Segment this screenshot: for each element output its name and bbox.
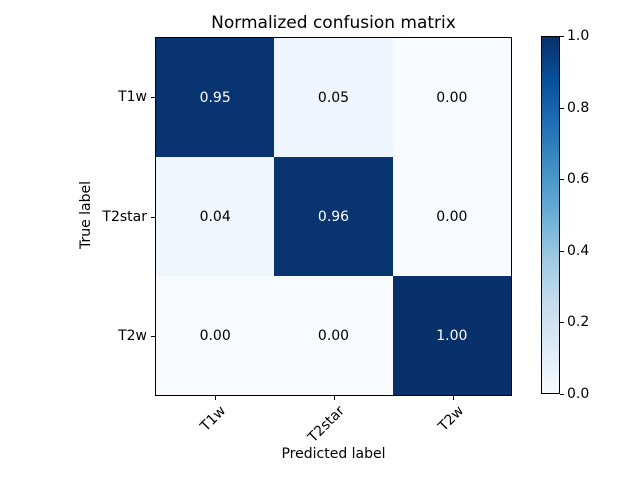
colorbar-tick-label: 0.0 xyxy=(567,386,590,402)
matrix-cell: 0.00 xyxy=(156,276,275,395)
tick-mark xyxy=(333,396,335,400)
matrix-cell: 0.96 xyxy=(274,157,393,276)
colorbar-tick-label: 0.6 xyxy=(567,171,590,188)
y-tick-label: T1w xyxy=(118,88,147,105)
x-tick-label: T2star xyxy=(304,403,348,446)
colorbar xyxy=(541,36,560,394)
colorbar-tick-label: 0.8 xyxy=(567,99,590,116)
tick-mark xyxy=(560,107,564,109)
colorbar-tick-label: 0.2 xyxy=(567,314,590,331)
x-axis-label: Predicted label xyxy=(281,446,386,462)
tick-mark xyxy=(560,250,564,252)
matrix-cell: 0.00 xyxy=(274,276,393,395)
tick-mark xyxy=(560,322,564,324)
matrix-cell: 0.95 xyxy=(156,38,275,157)
colorbar-tick-label: 0.4 xyxy=(567,242,590,259)
tick-mark xyxy=(151,336,155,338)
tick-mark xyxy=(560,36,564,37)
tick-mark xyxy=(452,396,454,400)
matrix-cell: 1.00 xyxy=(392,276,511,395)
tick-mark xyxy=(214,396,216,400)
y-axis-label: True label xyxy=(78,180,94,250)
heatmap-axes: 0.95 0.05 0.00 0.04 0.96 0.00 0.00 0.00 1.00 xyxy=(155,37,512,396)
tick-mark xyxy=(151,216,155,218)
x-tick-label: T1w xyxy=(197,403,229,435)
y-tick-label: T2w xyxy=(118,328,147,345)
matrix-cell: 0.00 xyxy=(392,157,511,276)
y-tick-label: T2star xyxy=(102,208,147,225)
x-tick-label: T2w xyxy=(435,403,467,435)
tick-mark xyxy=(560,394,564,395)
chart-title: Normalized confusion matrix xyxy=(211,13,456,33)
matrix-cell: 0.05 xyxy=(274,38,393,157)
matrix-cell: 0.04 xyxy=(156,157,275,276)
tick-mark xyxy=(560,179,564,181)
matrix-cell: 0.00 xyxy=(392,38,511,157)
colorbar-tick-label: 1.0 xyxy=(567,28,590,44)
tick-mark xyxy=(151,96,155,98)
